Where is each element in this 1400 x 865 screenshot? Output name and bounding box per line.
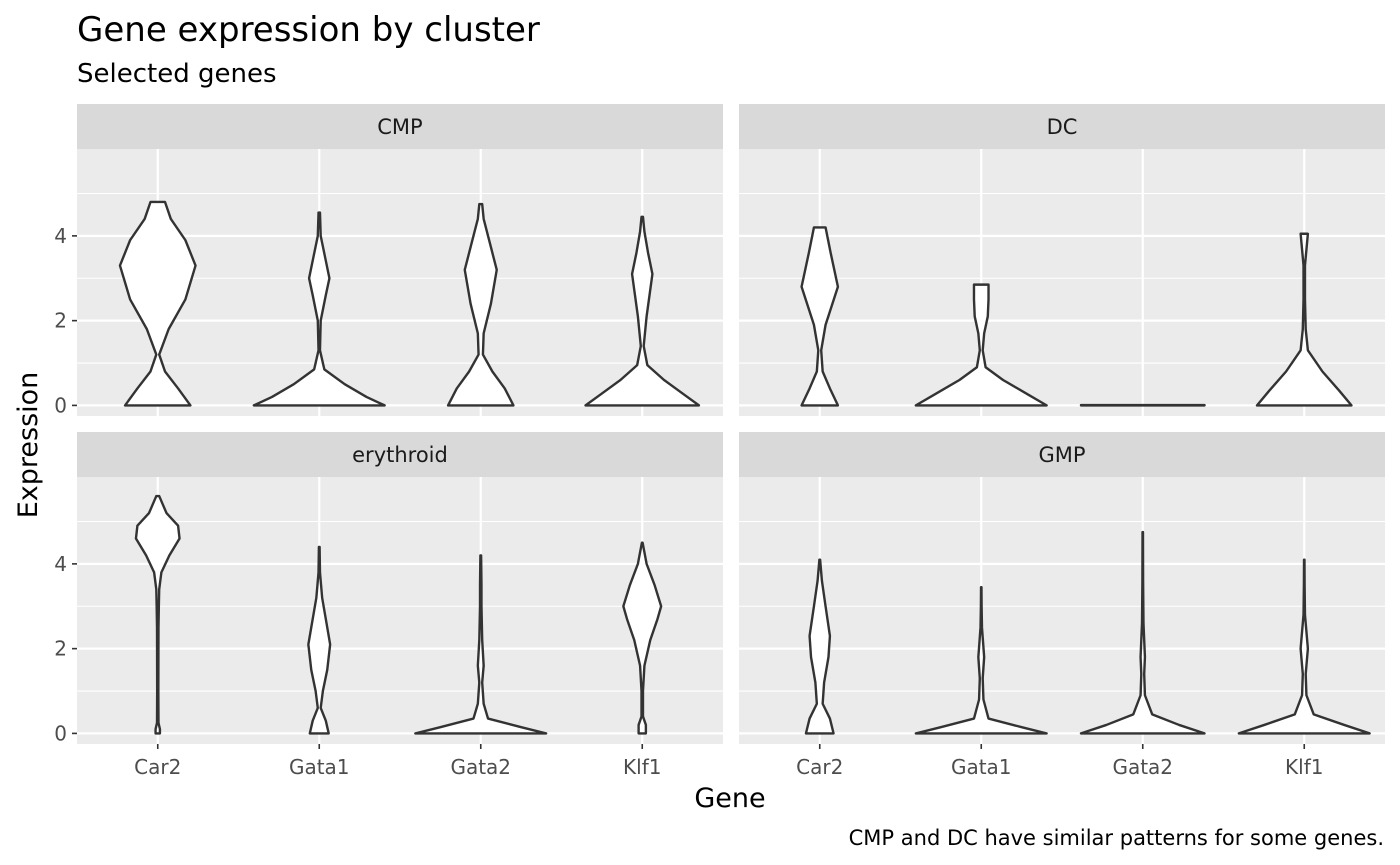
x-tick-label: Gata1: [289, 755, 350, 779]
facet-panel-cmp: CMP 0 2 4: [54, 104, 723, 417]
facet-strip: [77, 432, 723, 477]
facet-strip: [739, 432, 1385, 477]
y-tick-label: 2: [54, 637, 67, 661]
y-tick-label: 2: [54, 309, 67, 333]
chart-subtitle: Selected genes: [77, 59, 277, 89]
violin-klf1: [622, 541, 663, 735]
violin-car2: [804, 558, 835, 735]
facet-strip-label: DC: [1047, 115, 1078, 139]
violin-car2: [118, 200, 197, 407]
y-axis-title: Expression: [13, 372, 44, 519]
violin-gata1: [307, 545, 332, 735]
facet-strip-label: erythroid: [352, 443, 448, 467]
violin-gata1: [914, 283, 1048, 407]
facet-strip-label: GMP: [1038, 443, 1085, 467]
x-tick-label: Klf1: [1285, 755, 1323, 779]
y-tick-label: 4: [54, 224, 67, 248]
violin-gata2: [414, 554, 548, 735]
facet-strip: [739, 104, 1385, 149]
x-tick-label: Car2: [796, 755, 843, 779]
x-axis-title: Gene: [694, 783, 765, 814]
violin-klf1: [584, 215, 701, 407]
violin-gata1: [252, 211, 386, 407]
violin-klf1: [1255, 232, 1353, 407]
violin-gata2: [446, 202, 515, 407]
x-tick-label: Gata2: [1112, 755, 1173, 779]
violin-car2: [800, 226, 840, 407]
y-tick-label: 0: [54, 721, 67, 745]
chart-title: Gene expression by cluster: [77, 10, 540, 50]
facet-panel-gmp: GMP Car2 Gata1 Gata2 Klf1: [739, 432, 1385, 779]
x-tick-label: Klf1: [623, 755, 661, 779]
y-tick-label: 4: [54, 552, 67, 576]
violin-klf1: [1237, 558, 1371, 735]
violin-gata2: [1079, 530, 1206, 735]
facet-panel-erythroid: erythroid 0 2 4 Car2 Gata1 Gata2 Klf1: [54, 432, 723, 779]
x-tick-label: Gata1: [951, 755, 1012, 779]
y-tick-label: 0: [54, 393, 67, 417]
facet-strip: [77, 104, 723, 149]
facet-panel-dc: DC: [739, 104, 1385, 416]
x-tick-label: Gata2: [450, 755, 511, 779]
violin-car2: [134, 494, 181, 735]
facet-strip-label: CMP: [377, 115, 422, 139]
panel-background: [739, 477, 1385, 744]
x-tick-label: Car2: [134, 755, 181, 779]
chart-caption: CMP and DC have similar patterns for som…: [849, 826, 1384, 850]
violin-gata1: [914, 585, 1048, 735]
